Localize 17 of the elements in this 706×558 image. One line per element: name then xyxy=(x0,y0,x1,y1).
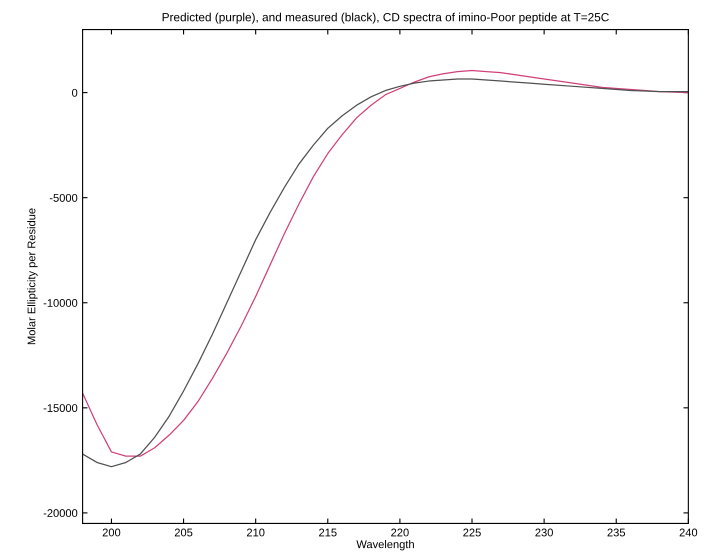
x-tick-label: 200 xyxy=(102,528,120,536)
x-axis-title: Wavelength xyxy=(356,540,414,550)
x-tick-label: 235 xyxy=(608,528,626,536)
y-tick-label: -15000 xyxy=(44,404,78,412)
y-tick-label: 0 xyxy=(72,88,78,97)
y-tick-label: -5000 xyxy=(50,194,78,202)
y-tick-label: -10000 xyxy=(44,299,78,307)
x-tick-label: 240 xyxy=(680,528,698,536)
x-tick-label: 230 xyxy=(535,528,553,536)
x-tick-label: 205 xyxy=(174,528,192,536)
y-axis-title: Molar Ellipticity per Residue xyxy=(27,208,38,344)
x-tick-label: 225 xyxy=(463,528,481,536)
x-tick-label: 215 xyxy=(319,528,337,536)
chart-title: Predicted (purple), and measured (black), CD spectra of imino-Poor peptide at T=25C xyxy=(162,12,609,24)
x-tick-label: 210 xyxy=(246,528,265,536)
x-tick-label: 220 xyxy=(391,528,409,536)
y-tick-label: -20000 xyxy=(44,509,78,518)
